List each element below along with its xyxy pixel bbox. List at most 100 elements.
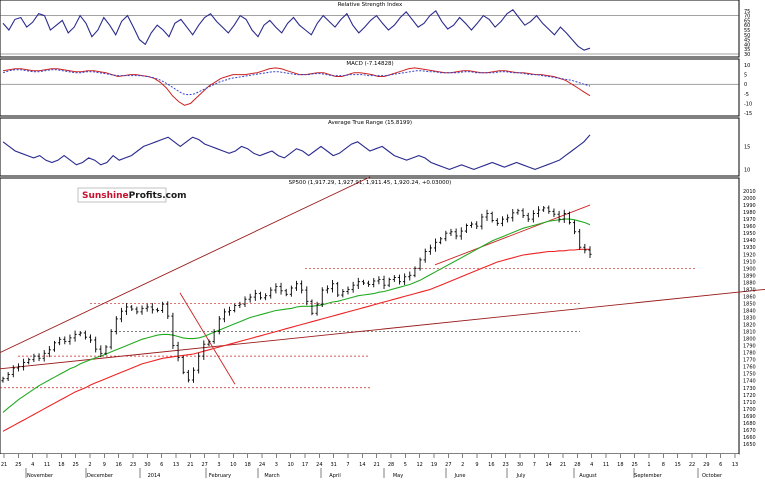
- ohlc-bar: [372, 278, 376, 288]
- x-tick-labels: 21 25 4 11 18 25 2 9 16 23 30 6 13 21 27 3 10 18 24 3 10 17 24…: [1, 454, 738, 468]
- price-tick-label: 1790: [743, 344, 756, 350]
- x-tick-label: 15: [674, 462, 680, 468]
- rsi-tick-label: 50: [744, 33, 750, 39]
- ohlc-bar: [511, 209, 515, 222]
- ohlc-bar: [588, 246, 592, 259]
- ohlc-bar: [6, 372, 10, 382]
- price-title: SP500 (1,917.29, 1,927.91, 1,911.45, 1,9…: [289, 180, 452, 186]
- x-month-label: September: [634, 473, 663, 479]
- ohlc-bar: [68, 334, 72, 345]
- ohlc-bar: [207, 339, 211, 347]
- price-tick-label: 1800: [743, 337, 756, 343]
- x-tick-label: 24: [316, 462, 322, 468]
- price-tick-label: 1770: [743, 358, 756, 364]
- ohlc-bar: [341, 289, 345, 298]
- ohlc-bar: [433, 238, 438, 252]
- x-tick-label: 10: [287, 462, 293, 468]
- atr-frame: [0, 117, 740, 177]
- ohlc-bar: [578, 228, 582, 251]
- ohlc-bar: [500, 216, 505, 227]
- price-tick-label: 1780: [743, 351, 756, 357]
- ohlc-bar: [413, 266, 417, 278]
- downtrend-line: [179, 292, 236, 385]
- ohlc-bar: [202, 340, 206, 360]
- ohlc-bar: [16, 363, 21, 372]
- x-tick-label: 24: [259, 462, 265, 468]
- x-tick-label: 6: [719, 462, 722, 468]
- macd-frame: [0, 58, 740, 117]
- x-tick-label: 22: [689, 462, 695, 468]
- logo-box: [77, 187, 167, 203]
- rsi-tick-label: 45: [744, 38, 750, 44]
- price-tick-label: 1660: [743, 435, 756, 441]
- x-tick-label: 6: [160, 462, 163, 468]
- x-tick-label: 21: [187, 462, 193, 468]
- macd-y-ticks: 10 5 0 -5 -10 -15: [744, 63, 752, 117]
- ohlc-bar: [279, 282, 283, 295]
- atr-plot: [2, 134, 591, 170]
- ohlc-bar: [330, 279, 335, 293]
- ohlc-bar: [315, 301, 319, 316]
- price-tick-label: 1850: [743, 301, 756, 307]
- ohlc-bar: [346, 286, 350, 295]
- price-tick-label: 1980: [743, 210, 756, 216]
- ohlc-bar: [269, 287, 273, 299]
- ohlc-bar: [562, 209, 566, 223]
- x-tick-label: 12: [416, 462, 422, 468]
- x-tick-label: 27: [201, 462, 207, 468]
- ohlc-bar: [536, 206, 541, 218]
- ohlc-bar: [109, 329, 113, 350]
- ohlc-bar: [78, 331, 82, 337]
- ohlc-bar: [289, 285, 293, 297]
- ohlc-bar: [150, 303, 154, 314]
- ohlc-bar: [320, 287, 324, 307]
- x-tick-label: 3: [275, 462, 278, 468]
- ohlc-bar: [495, 218, 499, 226]
- ohlc-bar: [356, 277, 360, 289]
- macd-tick-label: -10: [744, 101, 752, 107]
- macd-plot: [2, 67, 591, 106]
- rsi-tick-label: 55: [744, 28, 750, 34]
- panel-price: SP500 (1,917.29, 1,927.91, 1,911.45, 1,9…: [0, 176, 765, 455]
- x-tick-label: 18: [617, 462, 623, 468]
- x-month-label: August: [579, 473, 597, 479]
- x-tick-label: 30: [144, 462, 150, 468]
- x-tick-label: 9: [103, 462, 106, 468]
- ohlc-bar: [516, 208, 520, 215]
- price-tick-label: 1840: [743, 308, 756, 314]
- rsi-tick-label: 40: [744, 42, 750, 48]
- logo: SunshineProfits.com: [77, 187, 187, 203]
- x-tick-label: 18: [58, 462, 64, 468]
- ohlc-bar: [310, 299, 314, 316]
- ohlc-bar: [403, 273, 407, 285]
- price-frame: [0, 177, 740, 455]
- price-tick-label: 1750: [743, 372, 756, 378]
- ohlc-bar: [11, 365, 15, 378]
- ohlc-bar: [166, 301, 170, 319]
- ohlc-bar: [130, 305, 134, 311]
- x-tick-label: 27: [445, 462, 451, 468]
- x-tick-label: 7: [346, 462, 349, 468]
- price-tick-label: 1920: [743, 252, 756, 258]
- price-tick-label: 1690: [743, 414, 756, 420]
- price-tick-label: 1820: [743, 323, 756, 329]
- ohlc-bar: [52, 340, 57, 352]
- atr-tick-label: 10: [744, 167, 750, 173]
- ohlc-bar: [418, 257, 422, 271]
- ohlc-bar: [459, 227, 463, 240]
- x-tick-label: 28: [388, 462, 394, 468]
- x-tick-label: 14: [359, 462, 365, 468]
- x-tick-label: 30: [517, 462, 523, 468]
- x-tick-label: 5: [404, 462, 407, 468]
- ohlc-bar: [552, 208, 556, 218]
- x-month-label: November: [27, 473, 54, 479]
- ohlc-bar: [83, 330, 87, 340]
- x-tick-label: 31: [330, 462, 336, 468]
- price-tick-label: 1740: [743, 379, 756, 385]
- rsi-tick-label: 65: [744, 18, 750, 24]
- x-month-label: May: [393, 473, 403, 479]
- x-tick-label: 4: [31, 462, 34, 468]
- x-tick-label: 1: [647, 462, 650, 468]
